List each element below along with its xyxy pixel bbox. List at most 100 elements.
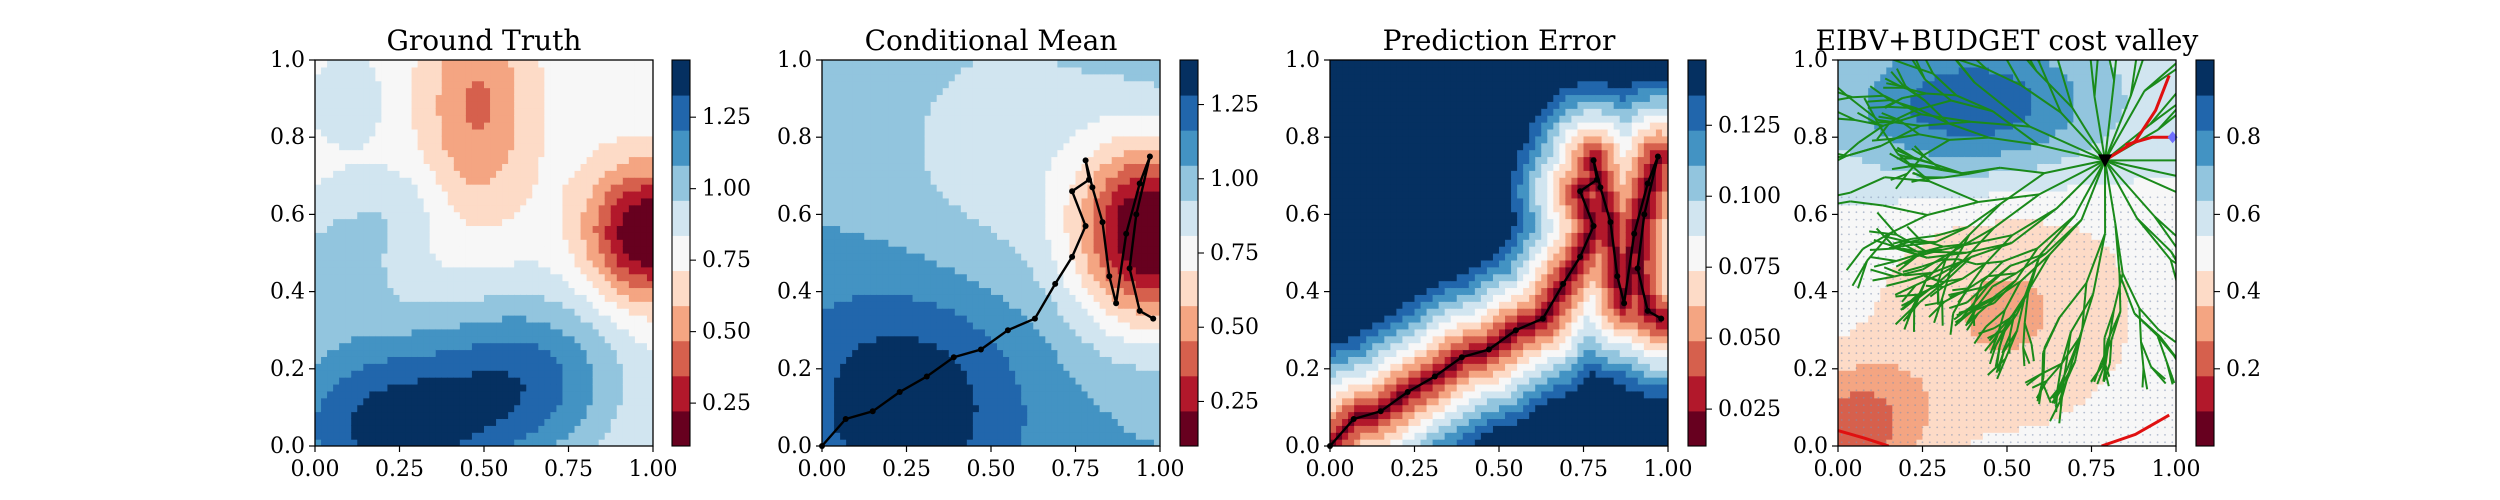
heatmap-cell	[580, 411, 588, 420]
heatmap-cell	[363, 66, 370, 75]
heatmap-cell	[912, 149, 920, 158]
heatmap-cell	[966, 177, 974, 185]
heatmap-cell	[484, 232, 491, 240]
heatmap-cell	[508, 390, 515, 399]
heatmap-cell	[640, 377, 648, 385]
heatmap-cell	[526, 197, 533, 206]
heatmap-cell	[936, 170, 944, 178]
heatmap-cell	[471, 204, 479, 213]
heatmap-cell	[954, 280, 962, 289]
heatmap-cell	[490, 94, 497, 102]
heatmap-cell	[936, 404, 944, 413]
heatmap-cell	[363, 349, 370, 357]
heatmap-cell	[918, 156, 926, 164]
heatmap-cell	[520, 232, 527, 240]
heatmap-cell	[417, 390, 425, 399]
heatmap-cell	[1009, 273, 1016, 282]
heatmap-cell	[604, 128, 612, 137]
heatmap-cell	[948, 363, 956, 371]
heatmap-cell	[586, 383, 594, 392]
heatmap-cell	[417, 411, 425, 420]
heatmap-cell	[634, 301, 642, 309]
heatmap-cell	[508, 239, 515, 247]
heatmap-cell	[351, 170, 358, 178]
heatmap-cell	[640, 218, 648, 227]
heatmap-cell	[387, 390, 395, 399]
heatmap-cell	[574, 273, 582, 282]
heatmap-cell	[435, 177, 443, 185]
heatmap-cell	[562, 342, 570, 351]
heatmap-cell	[520, 94, 527, 102]
heatmap-cell	[411, 383, 419, 392]
heatmap-cell	[496, 204, 503, 213]
heatmap-cell	[912, 128, 920, 137]
heatmap-cell	[930, 315, 938, 323]
heatmap-cell	[484, 328, 491, 337]
heatmap-cell	[435, 190, 443, 199]
heatmap-cell	[375, 225, 382, 233]
heatmap-cell	[846, 404, 853, 413]
heatmap-cell	[471, 315, 479, 323]
heatmap-cell	[405, 177, 413, 185]
heatmap-cell	[978, 259, 986, 268]
heatmap-cell	[984, 321, 992, 330]
heatmap-cell	[357, 135, 364, 144]
heatmap-cell	[459, 321, 467, 330]
heatmap-cell	[357, 163, 364, 171]
heatmap-cell	[520, 390, 527, 399]
heatmap-cell	[936, 439, 944, 446]
heatmap-cell	[357, 211, 364, 220]
heatmap-cell	[363, 266, 370, 275]
heatmap-cell	[363, 239, 370, 247]
heatmap-cell	[894, 108, 902, 116]
heatmap-cell	[459, 239, 467, 247]
heatmap-cell	[876, 418, 883, 426]
heatmap-cell	[604, 225, 612, 233]
heatmap-cell	[526, 108, 533, 116]
heatmap-cell	[616, 439, 624, 446]
heatmap-cell	[966, 315, 974, 323]
heatmap-cell	[417, 239, 425, 247]
heatmap-cell	[912, 122, 920, 130]
heatmap-cell	[966, 128, 974, 137]
heatmap-cell	[978, 363, 986, 371]
heatmap-cell	[339, 211, 346, 220]
heatmap-cell	[610, 287, 618, 295]
heatmap-cell	[562, 197, 570, 206]
heatmap-cell	[556, 170, 564, 178]
heatmap-cell	[828, 204, 835, 213]
heatmap-cell	[930, 239, 938, 247]
heatmap-cell	[532, 411, 539, 420]
heatmap-cell	[984, 335, 992, 344]
heatmap-cell	[459, 356, 467, 364]
heatmap-cell	[972, 280, 980, 289]
heatmap-cell	[351, 397, 358, 406]
heatmap-cell	[580, 432, 588, 440]
heatmap-cell	[598, 349, 606, 357]
heatmap-cell	[984, 190, 992, 199]
heatmap-cell	[918, 308, 926, 316]
heatmap-cell	[894, 280, 902, 289]
heatmap-cell	[411, 404, 419, 413]
heatmap-cell	[550, 197, 558, 206]
heatmap-cell	[604, 390, 612, 399]
heatmap-cell	[435, 73, 443, 82]
heatmap-cell	[640, 190, 648, 199]
heatmap-cell	[978, 315, 986, 323]
heatmap-cell	[640, 273, 648, 282]
heatmap-cell	[834, 432, 841, 440]
heatmap-cell	[484, 149, 491, 158]
heatmap-cell	[834, 294, 841, 302]
heatmap-cell	[828, 149, 835, 158]
heatmap-cell	[1009, 142, 1016, 151]
heatmap-cell	[966, 211, 974, 220]
heatmap-cell	[550, 432, 558, 440]
heatmap-cell	[604, 287, 612, 295]
heatmap-cell	[423, 115, 431, 123]
heatmap-cell	[550, 266, 558, 275]
heatmap-cell	[490, 259, 497, 268]
heatmap-cell	[447, 204, 455, 213]
heatmap-cell	[502, 390, 509, 399]
heatmap-cell	[381, 308, 389, 316]
heatmap-cell	[640, 390, 648, 399]
